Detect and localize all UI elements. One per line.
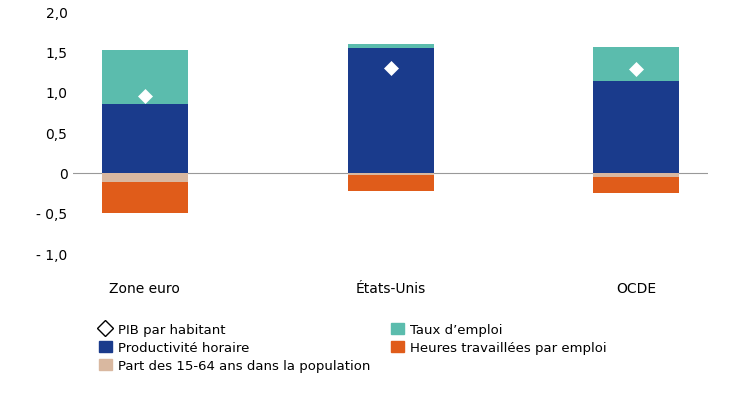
Bar [102, 105, 188, 173]
Bar [102, 183, 188, 213]
Bar [593, 48, 679, 81]
Bar [347, 49, 434, 173]
Bar [102, 51, 188, 105]
Bar [593, 81, 679, 173]
Bar [593, 177, 679, 193]
Bar [347, 45, 434, 49]
Bar [347, 173, 434, 175]
Bar [102, 173, 188, 183]
Bar [347, 175, 434, 192]
Legend: PIB par habitant, Productivité horaire, Part des 15-64 ans dans la population, T: PIB par habitant, Productivité horaire, … [99, 323, 607, 373]
Bar [593, 173, 679, 177]
